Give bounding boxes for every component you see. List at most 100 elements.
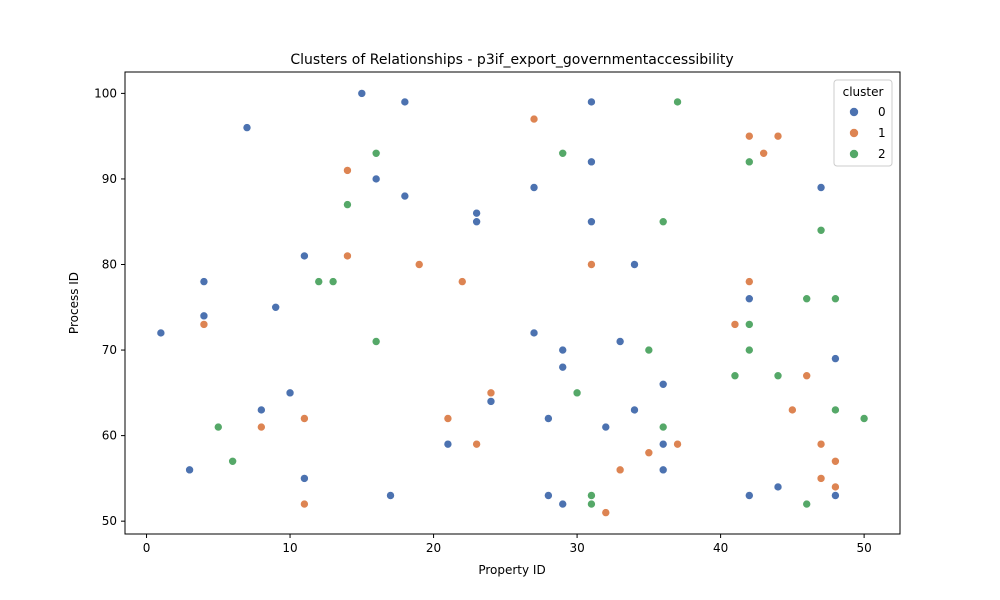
data-point-cluster-1 bbox=[300, 414, 309, 423]
data-point-cluster-2 bbox=[587, 499, 596, 509]
data-point-cluster-1 bbox=[730, 320, 740, 329]
data-point-cluster-0 bbox=[386, 491, 395, 500]
data-point-cluster-2 bbox=[730, 371, 740, 381]
data-point-cluster-0 bbox=[558, 345, 568, 355]
y-axis-label: Process ID bbox=[67, 272, 81, 334]
data-point-cluster-1 bbox=[831, 482, 840, 492]
axis-ticks: 0 10 20 30 40 50 50 60 70 80 90 100 bbox=[94, 86, 872, 555]
data-point-cluster-2 bbox=[859, 414, 869, 423]
y-tick-label: 50 bbox=[102, 514, 117, 528]
data-point-cluster-1 bbox=[802, 371, 812, 381]
data-points bbox=[156, 89, 869, 517]
data-point-cluster-2 bbox=[745, 157, 754, 167]
data-point-cluster-0 bbox=[300, 251, 309, 261]
data-point-cluster-2 bbox=[213, 422, 223, 432]
data-point-cluster-0 bbox=[745, 294, 754, 304]
data-point-cluster-1 bbox=[343, 166, 352, 175]
data-point-cluster-2 bbox=[773, 371, 783, 381]
data-point-cluster-0 bbox=[558, 499, 568, 509]
data-point-cluster-1 bbox=[773, 131, 783, 141]
data-point-cluster-0 bbox=[558, 362, 568, 372]
legend-title: cluster bbox=[843, 85, 884, 99]
data-point-cluster-0 bbox=[615, 337, 625, 346]
data-point-cluster-0 bbox=[831, 354, 840, 363]
data-point-cluster-0 bbox=[831, 491, 840, 500]
data-point-cluster-2 bbox=[228, 456, 237, 466]
data-point-cluster-0 bbox=[587, 157, 596, 167]
data-point-cluster-0 bbox=[587, 217, 596, 227]
legend-label: 2 bbox=[878, 147, 886, 161]
data-point-cluster-0 bbox=[773, 482, 783, 492]
data-point-cluster-2 bbox=[572, 388, 582, 398]
legend: cluster 0 1 2 bbox=[833, 79, 893, 167]
plot-area bbox=[124, 71, 901, 535]
data-point-cluster-1 bbox=[745, 277, 754, 286]
data-point-cluster-1 bbox=[199, 320, 209, 329]
data-point-cluster-1 bbox=[615, 465, 625, 475]
data-point-cluster-0 bbox=[443, 439, 453, 449]
data-point-cluster-2 bbox=[745, 345, 754, 355]
data-point-cluster-0 bbox=[658, 439, 668, 449]
data-point-cluster-0 bbox=[745, 491, 754, 500]
data-point-cluster-1 bbox=[587, 260, 596, 269]
legend-marker bbox=[849, 107, 859, 117]
data-point-cluster-0 bbox=[630, 405, 639, 415]
data-point-cluster-1 bbox=[788, 405, 797, 415]
legend-box bbox=[833, 79, 893, 167]
x-tick-label: 0 bbox=[143, 541, 151, 555]
x-tick-label: 10 bbox=[282, 541, 297, 555]
data-point-cluster-1 bbox=[529, 114, 539, 124]
data-point-cluster-0 bbox=[242, 123, 252, 132]
legend-label: 0 bbox=[878, 105, 886, 119]
data-point-cluster-1 bbox=[673, 439, 682, 449]
data-point-cluster-0 bbox=[544, 491, 553, 500]
data-point-cluster-0 bbox=[529, 183, 539, 192]
data-point-cluster-1 bbox=[472, 439, 481, 449]
y-tick-label: 60 bbox=[102, 429, 117, 443]
data-point-cluster-0 bbox=[486, 397, 496, 406]
data-point-cluster-1 bbox=[343, 251, 352, 261]
data-point-cluster-1 bbox=[816, 439, 826, 449]
y-tick-label: 70 bbox=[102, 343, 117, 357]
data-point-cluster-2 bbox=[587, 491, 596, 500]
data-point-cluster-0 bbox=[472, 217, 481, 227]
data-point-cluster-2 bbox=[831, 405, 840, 415]
data-point-cluster-0 bbox=[544, 414, 553, 423]
data-point-cluster-0 bbox=[156, 328, 166, 338]
data-point-cluster-1 bbox=[759, 148, 768, 158]
data-point-cluster-0 bbox=[271, 302, 280, 312]
data-point-cluster-0 bbox=[300, 474, 309, 483]
data-point-cluster-1 bbox=[745, 131, 754, 141]
data-point-cluster-1 bbox=[816, 474, 826, 483]
data-point-cluster-1 bbox=[414, 260, 424, 269]
data-point-cluster-0 bbox=[587, 97, 596, 107]
data-point-cluster-0 bbox=[199, 277, 209, 286]
data-point-cluster-0 bbox=[601, 422, 611, 432]
data-point-cluster-0 bbox=[185, 465, 194, 475]
data-point-cluster-2 bbox=[558, 148, 568, 158]
data-point-cluster-2 bbox=[745, 320, 754, 329]
legend-marker bbox=[849, 128, 859, 138]
data-point-cluster-2 bbox=[328, 277, 338, 286]
data-point-cluster-1 bbox=[486, 388, 496, 398]
legend-label: 1 bbox=[878, 126, 886, 140]
y-tick-label: 80 bbox=[102, 258, 117, 272]
data-point-cluster-0 bbox=[371, 174, 381, 184]
data-point-cluster-2 bbox=[644, 345, 654, 355]
x-tick-label: 20 bbox=[426, 541, 441, 555]
data-point-cluster-2 bbox=[831, 294, 840, 304]
data-point-cluster-2 bbox=[343, 200, 352, 209]
data-point-cluster-1 bbox=[443, 414, 453, 423]
data-point-cluster-1 bbox=[257, 422, 266, 432]
data-point-cluster-1 bbox=[644, 448, 654, 458]
data-point-cluster-0 bbox=[257, 405, 266, 415]
data-point-cluster-1 bbox=[457, 277, 467, 286]
data-point-cluster-2 bbox=[802, 294, 812, 304]
data-point-cluster-0 bbox=[529, 328, 539, 338]
data-point-cluster-0 bbox=[357, 89, 367, 98]
data-point-cluster-0 bbox=[658, 379, 668, 389]
legend-marker bbox=[849, 149, 859, 159]
x-axis-label: Property ID bbox=[478, 563, 545, 577]
